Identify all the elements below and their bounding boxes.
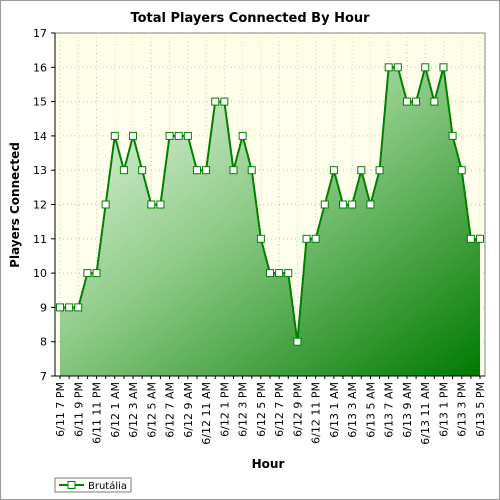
data-point-2	[74, 303, 83, 312]
x-tick-label-1: 6/11 9 PM	[72, 382, 85, 437]
data-point-45	[466, 234, 475, 243]
x-tick-label-7: 6/12 9 AM	[182, 382, 195, 438]
x-tick-label-13: 6/12 9 PM	[291, 382, 304, 437]
data-point-6	[110, 131, 119, 140]
x-tick-label-5: 6/12 5 AM	[145, 382, 158, 438]
data-point-25	[284, 269, 293, 278]
data-point-27	[302, 234, 311, 243]
data-point-36	[384, 63, 393, 72]
x-tick-label-2: 6/11 11 PM	[91, 382, 104, 444]
data-point-46	[476, 234, 484, 243]
data-point-37	[393, 63, 402, 72]
data-point-31	[339, 200, 348, 209]
y-tick-label-0: 7	[40, 370, 47, 383]
y-tick-label-2: 9	[40, 301, 47, 314]
legend-marker-icon	[67, 481, 76, 489]
legend-series-name: Brutália	[88, 480, 127, 492]
x-tick-label-10: 6/12 3 PM	[237, 382, 250, 437]
y-tick-label-4: 11	[33, 233, 47, 246]
data-point-7	[119, 166, 128, 175]
data-point-15	[192, 166, 201, 175]
x-tick-label-22: 6/13 3 PM	[456, 382, 469, 437]
data-point-3	[83, 269, 92, 278]
x-tick-label-4: 6/12 3 AM	[127, 382, 140, 438]
data-point-33	[357, 166, 366, 175]
x-tick-label-12: 6/12 7 PM	[273, 382, 286, 437]
data-point-11	[156, 200, 165, 209]
chart-title: Total Players Connected By Hour	[130, 11, 370, 26]
x-tick-label-11: 6/12 5 PM	[255, 382, 268, 437]
y-tick-label-3: 10	[33, 267, 47, 280]
data-point-32	[348, 200, 357, 209]
y-axis-ticks: 7 8 9 10 11 12 13 14 15 16 17	[33, 27, 55, 383]
data-point-4	[92, 269, 101, 278]
data-point-21	[247, 166, 256, 175]
y-tick-label-9: 16	[33, 61, 47, 74]
y-axis-label: Players Connected	[8, 142, 22, 268]
x-tick-label-3: 6/12 1 AM	[109, 382, 122, 438]
data-point-42	[439, 63, 448, 72]
y-tick-label-1: 8	[40, 336, 47, 349]
x-tick-label-18: 6/13 7 AM	[383, 382, 396, 438]
data-point-35	[375, 166, 384, 175]
data-point-8	[129, 131, 138, 140]
data-point-24	[275, 269, 284, 278]
data-point-28	[311, 234, 320, 243]
data-point-26	[293, 337, 302, 346]
series-area-fill	[60, 67, 480, 377]
x-tick-label-19: 6/13 9 AM	[401, 382, 414, 438]
x-axis-label: Hour	[252, 457, 285, 471]
data-point-43	[448, 131, 457, 140]
x-tick-label-23: 6/13 5 PM	[474, 382, 487, 437]
y-tick-label-6: 13	[33, 164, 47, 177]
y-tick-label-8: 15	[33, 96, 47, 109]
data-point-44	[457, 166, 466, 175]
data-point-0	[56, 303, 64, 312]
data-point-23	[266, 269, 274, 278]
data-point-5	[101, 200, 110, 209]
y-tick-label-5: 12	[33, 199, 47, 212]
y-tick-label-7: 14	[33, 130, 47, 143]
x-tick-label-6: 6/12 7 AM	[164, 382, 177, 438]
data-point-1	[65, 303, 74, 312]
data-point-12	[165, 131, 174, 140]
data-point-39	[412, 97, 421, 106]
x-tick-label-16: 6/13 3 AM	[346, 382, 359, 438]
data-point-40	[421, 63, 430, 72]
data-point-14	[183, 131, 192, 140]
x-axis-ticks: 6/11 7 PM 6/11 9 PM 6/11 11 PM 6/12 1 AM 6/1…	[54, 376, 487, 445]
data-point-34	[366, 200, 375, 209]
data-point-9	[138, 166, 147, 175]
data-point-16	[202, 166, 211, 175]
data-point-20	[238, 131, 247, 140]
x-tick-label-17: 6/13 5 AM	[364, 382, 377, 438]
data-point-17	[211, 97, 220, 106]
x-tick-label-8: 6/12 11 AM	[200, 382, 213, 445]
x-tick-label-20: 6/13 11 AM	[419, 382, 432, 445]
x-tick-label-21: 6/13 1 PM	[437, 382, 450, 437]
data-point-13	[174, 131, 183, 140]
data-markers	[56, 63, 484, 346]
x-tick-label-14: 6/12 11 PM	[310, 382, 323, 444]
legend: Brutália	[54, 477, 132, 493]
data-point-10	[147, 200, 156, 209]
x-tick-label-0: 6/11 7 PM	[54, 382, 67, 437]
x-tick-label-9: 6/12 1 PM	[218, 382, 231, 437]
y-tick-label-10: 17	[33, 27, 47, 40]
data-point-29	[320, 200, 329, 209]
x-tick-label-15: 6/13 1 AM	[328, 382, 341, 438]
data-point-38	[402, 97, 411, 106]
data-point-22	[256, 234, 265, 243]
data-point-41	[430, 97, 439, 106]
data-point-19	[229, 166, 238, 175]
data-point-18	[220, 97, 229, 106]
data-point-30	[329, 166, 338, 175]
